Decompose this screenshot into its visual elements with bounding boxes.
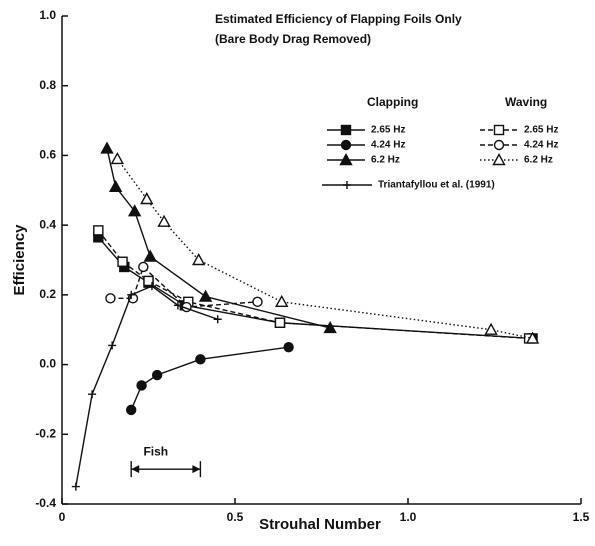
marker — [323, 321, 337, 334]
series-line — [97, 229, 530, 340]
x-tick-label: 1.0 — [400, 510, 417, 524]
legend-group-title: Clapping — [367, 95, 418, 109]
marker — [108, 179, 123, 192]
y-tick-label: 1.0 — [39, 8, 56, 22]
marker — [105, 293, 116, 304]
marker — [127, 204, 142, 217]
marker — [136, 380, 147, 391]
series-line — [106, 148, 331, 329]
annotation-label: Fish — [143, 444, 168, 458]
marker — [157, 214, 171, 227]
marker — [493, 139, 505, 151]
chart-title: Estimated Efficiency of Flapping Foils O… — [215, 12, 462, 26]
marker — [117, 256, 128, 267]
marker — [151, 369, 163, 381]
marker — [274, 317, 286, 328]
y-tick-label: 0.4 — [39, 217, 56, 231]
marker — [127, 290, 136, 299]
marker — [492, 153, 506, 166]
legend-label: 2.65 Hz — [524, 125, 558, 136]
marker — [343, 181, 351, 189]
y-axis-label: Efficiency — [11, 224, 28, 296]
y-tick-label: 0.0 — [39, 357, 56, 371]
x-axis-label: Strouhal Number — [259, 516, 381, 533]
x-tick-label: 1.5 — [573, 510, 590, 524]
series-line — [97, 236, 533, 340]
legend-label: Triantafyllou et al. (1991) — [378, 180, 495, 191]
marker — [191, 253, 206, 266]
legend-label: 6.2 Hz — [371, 155, 400, 166]
marker — [340, 124, 352, 136]
marker — [195, 354, 206, 365]
legend-label: 4.24 Hz — [371, 140, 405, 151]
legend-group-title: Waving — [505, 95, 547, 109]
y-tick-label: -0.4 — [35, 496, 56, 510]
y-tick-label: 0.2 — [39, 287, 56, 301]
marker — [340, 139, 352, 151]
marker — [88, 390, 97, 399]
marker — [143, 275, 154, 287]
marker — [125, 404, 137, 416]
y-tick-label: -0.2 — [35, 426, 56, 440]
marker — [93, 225, 104, 236]
marker — [143, 249, 157, 262]
legend-label: 2.65 Hz — [371, 125, 405, 136]
marker — [252, 296, 263, 308]
marker — [173, 301, 182, 310]
marker — [283, 341, 294, 353]
marker — [213, 315, 222, 324]
marker — [339, 153, 353, 166]
x-tick-label: 0.5 — [227, 510, 244, 524]
marker — [484, 322, 498, 335]
legend-label: 6.2 Hz — [524, 155, 553, 166]
marker — [147, 282, 156, 291]
chart-subtitle: (Bare Body Drag Removed) — [215, 32, 371, 46]
y-tick-label: 0.8 — [39, 78, 56, 92]
marker — [493, 124, 505, 136]
marker — [110, 151, 125, 165]
marker — [525, 331, 540, 344]
marker — [198, 289, 213, 302]
y-tick-label: 0.6 — [39, 148, 56, 162]
marker — [275, 294, 289, 308]
series-line — [110, 265, 258, 308]
annotation-arrowhead — [131, 465, 201, 474]
marker — [71, 482, 80, 491]
marker — [140, 192, 154, 205]
x-tick-label: 0 — [59, 510, 66, 524]
marker — [108, 341, 117, 350]
marker — [100, 141, 114, 154]
marker — [138, 261, 149, 273]
legend-label: 4.24 Hz — [524, 140, 558, 151]
